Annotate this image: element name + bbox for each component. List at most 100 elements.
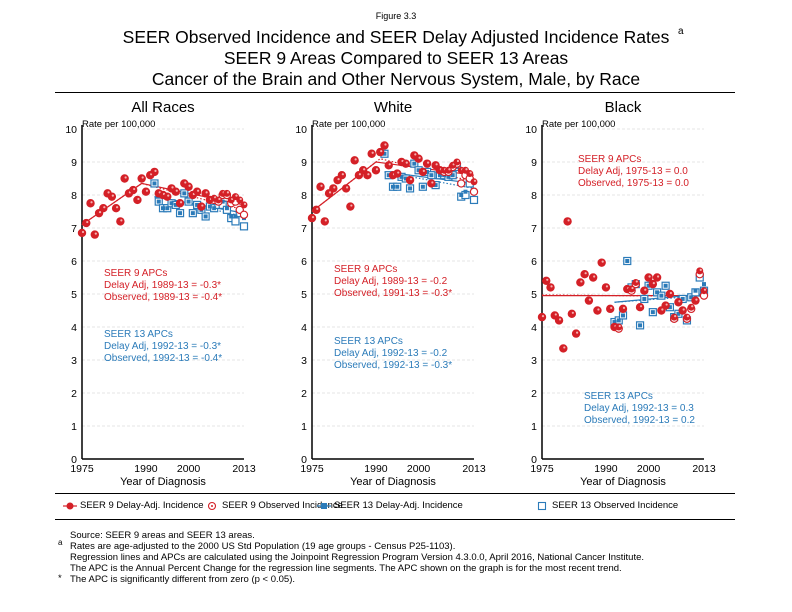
point-highlight [333, 186, 336, 189]
seer9-delay-adj-point [559, 344, 567, 352]
point-highlight [124, 176, 127, 179]
seer9-observed-point [239, 210, 249, 219]
seer13-delay-adj-point [229, 214, 234, 219]
point-highlight [354, 158, 357, 161]
x-tick-label: 2000 [637, 463, 661, 475]
seer9-delay-adj-point [202, 189, 210, 197]
seer9-delay-adj-point [108, 193, 116, 201]
y-tick-label: 0 [71, 454, 77, 466]
seer9-delay-adj-point [696, 267, 704, 275]
seer13-delay-adj-point [702, 282, 706, 287]
seer13-delay-adj-point [646, 283, 651, 288]
seer13-delay-adj-point [233, 214, 238, 219]
seer9-delay-adj-point [78, 229, 86, 237]
seer13-delay-adj-point [399, 174, 404, 179]
seer9-delay-adj-point [666, 290, 674, 298]
seer9-delay-adj-point [393, 170, 401, 178]
point-highlight [90, 201, 93, 204]
point-highlight [669, 291, 672, 295]
seer9-delay-adj-point [632, 278, 640, 286]
y-tick-label: 10 [295, 124, 307, 136]
x-tick-label: 2013 [462, 463, 486, 475]
point-highlight [571, 311, 574, 314]
seer9-delay-adj-point [628, 285, 636, 293]
seer13-delay-adj-point [416, 168, 421, 173]
point-highlight [243, 202, 247, 205]
point-highlight [567, 219, 570, 222]
point-highlight [546, 278, 549, 281]
seer9-delay-adj-point [363, 171, 371, 179]
seer13-apc-heading: SEER 13 APCs [104, 329, 173, 340]
seer13-delay-adj-point [156, 199, 161, 204]
x-tick-label: 1990 [134, 463, 158, 475]
seer13-delay-adj-point [463, 189, 468, 194]
point-highlight [593, 275, 596, 278]
seer9-apc-delay-adj: Delay Adj, 1975-13 = 0.0 [578, 166, 688, 177]
point-highlight [111, 194, 114, 197]
point-highlight [184, 181, 187, 184]
seer9-delay-adj-point [376, 148, 384, 156]
seer13-delay-adj-point [186, 199, 191, 204]
point-highlight [635, 280, 638, 283]
seer9-delay-adj-point [163, 193, 171, 201]
seer9-delay-adj-point [176, 199, 184, 207]
point-highlight [94, 232, 97, 235]
seer13-delay-adj-point [625, 259, 630, 263]
seer9-delay-adj-point [683, 313, 691, 321]
seer13-delay-adj-point [212, 206, 217, 211]
seer9-delay-adj-point [640, 287, 648, 295]
seer13-delay-adj-point [169, 201, 174, 206]
seer13-delay-adj-point [693, 288, 698, 293]
seer9-delay-adj-point [346, 203, 354, 211]
point-highlight [631, 286, 634, 290]
x-axis-label: Year of Diagnosis [580, 476, 666, 488]
seer9-delay-adj-point [662, 302, 670, 310]
seer9-apc-heading: SEER 9 APCs [104, 268, 167, 279]
point-highlight [171, 186, 174, 189]
seer9-apc-delay-adj: Delay Adj, 1989-13 = -0.2 [334, 276, 448, 287]
point-highlight [409, 178, 413, 181]
seer9-delay-adj-point [368, 150, 376, 158]
y-tick-label: 1 [531, 421, 537, 433]
seer9-delay-adj-point [602, 283, 610, 291]
point-highlight [469, 171, 472, 174]
y-tick-label: 6 [71, 256, 77, 268]
point-highlight [98, 211, 102, 214]
seer13-delay-adj-point [429, 173, 434, 178]
y-tick-label: 7 [301, 223, 307, 235]
seer13-delay-adj-point [173, 202, 178, 207]
legend-item-seer13-observed: SEER 13 Observed Incidence [535, 500, 678, 511]
seer9-delay-adj-point [470, 178, 478, 186]
point-highlight [197, 189, 200, 192]
legend-label: SEER 9 Observed Incidence [222, 500, 343, 511]
seer13-apc-observed: Observed, 1992-13 = -0.4* [104, 353, 222, 364]
point-highlight [703, 288, 707, 291]
point-highlight [558, 318, 562, 321]
seer9-delay-adj-point [317, 183, 325, 191]
point-highlight [652, 282, 655, 285]
seer9-delay-adj-point [568, 310, 576, 318]
seer9-delay-adj-point [598, 259, 606, 267]
seer9-delay-adj-point [380, 142, 388, 149]
point-highlight [120, 219, 123, 222]
seer13-apc-delay-adj: Delay Adj, 1992-13 = -0.3* [104, 341, 221, 352]
seer9-apc-observed: Observed, 1989-13 = -0.4* [104, 292, 222, 303]
seer9-delay-adj-point [372, 166, 380, 174]
point-highlight [167, 194, 170, 197]
seer9-apc-heading: SEER 9 APCs [334, 264, 397, 275]
y-tick-label: 5 [71, 289, 77, 301]
seer9-delay-adj-point [312, 206, 320, 214]
point-highlight [103, 206, 106, 209]
point-highlight [346, 186, 349, 189]
seer13-delay-adj-point [152, 181, 157, 186]
seer13-delay-adj-point [165, 206, 170, 211]
seer13-delay-adj-point [395, 184, 400, 189]
point-highlight [116, 206, 119, 209]
panel-white: White Rate per 100,000 0 1 2 3 4 5 6 7 8 9 10 1975 199… [295, 99, 486, 488]
y-tick-label: 0 [301, 454, 307, 466]
seer13-delay-adj-point [446, 174, 451, 179]
y-tick-label: 6 [531, 256, 537, 268]
point-highlight [691, 305, 694, 308]
seer13-delay-adj-point [667, 305, 672, 310]
y-tick-label: 4 [301, 322, 307, 334]
